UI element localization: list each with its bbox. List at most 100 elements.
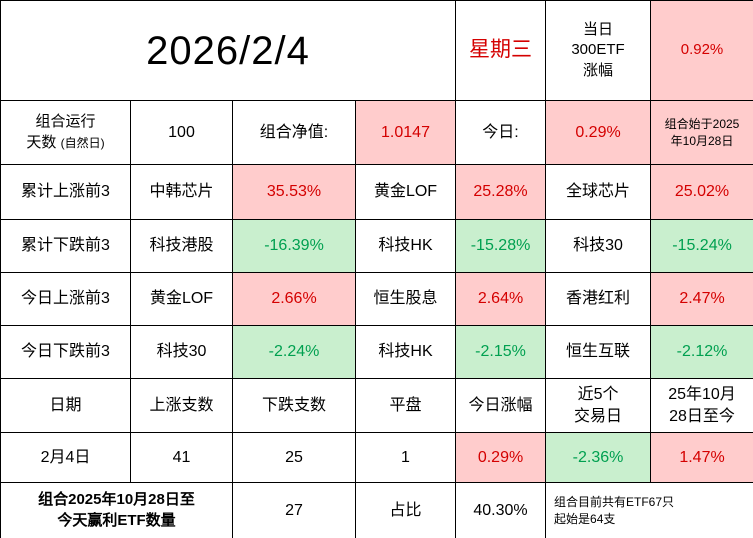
etf-name-cell[interactable]: 科技港股 — [130, 219, 233, 273]
cell-running-days-label[interactable]: 组合运行 天数 (自然日) — [0, 100, 131, 165]
rank-label[interactable]: 今日上涨前3 — [0, 272, 131, 326]
etf-value-cell[interactable]: 2.66% — [232, 272, 356, 326]
stats-header-flat[interactable]: 平盘 — [354, 378, 457, 433]
title-row: 2026/2/4 星期三 当日 300ETF 涨幅 0.92% — [0, 0, 753, 101]
etf-value-cell[interactable]: -2.12% — [650, 325, 753, 379]
running-days-label-text: 组合运行 天数 — [26, 113, 96, 151]
etf-value-cell[interactable]: -16.39% — [232, 219, 356, 273]
etf-value-text: -16.39% — [264, 237, 324, 255]
etf-value-text: -15.28% — [470, 237, 531, 255]
etf-name-cell[interactable]: 科技HK — [354, 325, 457, 379]
cell-report-date[interactable]: 2026/2/4 — [0, 0, 457, 101]
stats-value-row: 2月4日 41 25 1 0.29% -2.36% 1.47% — [0, 432, 753, 483]
etf-name-cell[interactable]: 香港红利 — [545, 272, 652, 326]
etf-value-cell[interactable]: 2.47% — [650, 272, 753, 326]
stats-down-count[interactable]: 25 — [232, 432, 356, 483]
etf-value-cell[interactable]: -15.24% — [650, 219, 753, 273]
etf-name-text: 科技HK — [378, 343, 433, 361]
header-text: 25年10月 28日至今 — [668, 385, 736, 425]
value-text: 41 — [172, 448, 191, 466]
start-note-text: 组合始于2025 年10月28日 — [664, 117, 740, 148]
etf-value-cell[interactable]: -2.24% — [232, 325, 356, 379]
report-date-text: 2026/2/4 — [146, 28, 310, 73]
header-text: 日期 — [49, 396, 82, 414]
rank-row-today-down: 今日下跌前3 科技30 -2.24% 科技HK -2.15% 恒生互联 -2.1… — [0, 325, 753, 379]
etf-value-text: 25.28% — [473, 183, 528, 201]
today-label-text: 今日: — [482, 123, 519, 141]
stats-today-change[interactable]: 0.29% — [455, 432, 547, 483]
etf-value-cell[interactable]: -2.15% — [455, 325, 547, 379]
running-days-sub-text: (自然日) — [60, 135, 105, 150]
stats-date-value[interactable]: 2月4日 — [0, 432, 131, 483]
header-text: 平盘 — [389, 396, 422, 414]
rank-label[interactable]: 今日下跌前3 — [0, 325, 131, 379]
today-value-text: 0.29% — [575, 123, 621, 141]
etf-name-cell[interactable]: 黄金LOF — [354, 164, 457, 220]
etf300-value-text: 0.92% — [680, 41, 724, 59]
cell-running-days-value[interactable]: 100 — [130, 100, 233, 165]
value-text: 1.47% — [679, 448, 725, 466]
cell-start-note[interactable]: 组合始于2025 年10月28日 — [650, 100, 753, 165]
stats-header-up[interactable]: 上涨支数 — [130, 378, 233, 433]
cell-today-value[interactable]: 0.29% — [545, 100, 652, 165]
etf-name-cell[interactable]: 恒生股息 — [354, 272, 457, 326]
cell-300etf-value[interactable]: 0.92% — [650, 0, 753, 101]
header-text: 下跌支数 — [261, 396, 326, 414]
stats-five-day-change[interactable]: -2.36% — [545, 432, 652, 483]
etf-value-cell[interactable]: 2.64% — [455, 272, 547, 326]
etf-value-text: -2.15% — [475, 343, 526, 361]
ratio-value-text: 40.30% — [473, 501, 528, 519]
cell-today-label[interactable]: 今日: — [455, 100, 547, 165]
cell-ratio-value[interactable]: 40.30% — [455, 482, 547, 538]
etf-name-text: 香港红利 — [566, 290, 631, 308]
rank-label-text: 今日上涨前3 — [21, 290, 110, 308]
etf-name-cell[interactable]: 黄金LOF — [130, 272, 233, 326]
stats-header-today[interactable]: 今日涨幅 — [455, 378, 547, 433]
stats-header-five-day[interactable]: 近5个 交易日 — [545, 378, 652, 433]
etf-value-cell[interactable]: -15.28% — [455, 219, 547, 273]
cell-weekday[interactable]: 星期三 — [455, 0, 547, 101]
etf-value-text: 2.66% — [271, 290, 317, 308]
stats-header-down[interactable]: 下跌支数 — [232, 378, 356, 433]
etf-name-cell[interactable]: 科技30 — [130, 325, 233, 379]
stats-header-since-start[interactable]: 25年10月 28日至今 — [650, 378, 753, 433]
rank-label-text: 今日下跌前3 — [21, 343, 110, 361]
rank-label[interactable]: 累计上涨前3 — [0, 164, 131, 220]
stats-flat-count[interactable]: 1 — [354, 432, 457, 483]
cell-win-count-label[interactable]: 组合2025年10月28日至 今天赢利ETF数量 — [0, 482, 233, 538]
etf-name-cell[interactable]: 恒生互联 — [545, 325, 652, 379]
cell-nav-value[interactable]: 1.0147 — [354, 100, 457, 165]
etf300-label-text: 当日 300ETF 涨幅 — [571, 21, 625, 79]
etf-value-cell[interactable]: 25.02% — [650, 164, 753, 220]
etf-value-cell[interactable]: 35.53% — [232, 164, 356, 220]
etf-name-cell[interactable]: 科技30 — [545, 219, 652, 273]
rank-label-text: 累计上涨前3 — [21, 183, 110, 201]
etf-count-note-text: 组合目前共有ETF67只 起始是64支 — [554, 495, 675, 526]
cell-300etf-label[interactable]: 当日 300ETF 涨幅 — [545, 0, 652, 101]
header-text: 上涨支数 — [149, 396, 214, 414]
etf-value-text: -2.12% — [676, 343, 728, 361]
header-text: 今日涨幅 — [468, 396, 533, 414]
footer-row: 组合2025年10月28日至 今天赢利ETF数量 27 占比 40.30% 组合… — [0, 482, 753, 538]
etf-value-cell[interactable]: 25.28% — [455, 164, 547, 220]
value-text: 25 — [285, 448, 303, 466]
cell-win-count-value[interactable]: 27 — [232, 482, 356, 538]
stats-since-start-change[interactable]: 1.47% — [650, 432, 753, 483]
value-text: 1 — [401, 448, 410, 466]
stats-up-count[interactable]: 41 — [130, 432, 233, 483]
etf-name-cell[interactable]: 中韩芯片 — [130, 164, 233, 220]
etf-value-text: 2.47% — [679, 290, 725, 308]
etf-name-text: 科技港股 — [149, 237, 214, 255]
etf-name-text: 黄金LOF — [149, 290, 214, 308]
cell-nav-label[interactable]: 组合净值: — [232, 100, 356, 165]
cell-etf-count-note[interactable]: 组合目前共有ETF67只 起始是64支 — [545, 482, 753, 538]
cell-ratio-label[interactable]: 占比 — [354, 482, 457, 538]
rank-label[interactable]: 累计下跌前3 — [0, 219, 131, 273]
etf-name-cell[interactable]: 全球芯片 — [545, 164, 652, 220]
etf-name-text: 中韩芯片 — [149, 183, 214, 201]
stats-header-date[interactable]: 日期 — [0, 378, 131, 433]
nav-label-text: 组合净值: — [259, 123, 329, 141]
etf-name-cell[interactable]: 科技HK — [354, 219, 457, 273]
etf-name-text: 全球芯片 — [566, 183, 631, 201]
